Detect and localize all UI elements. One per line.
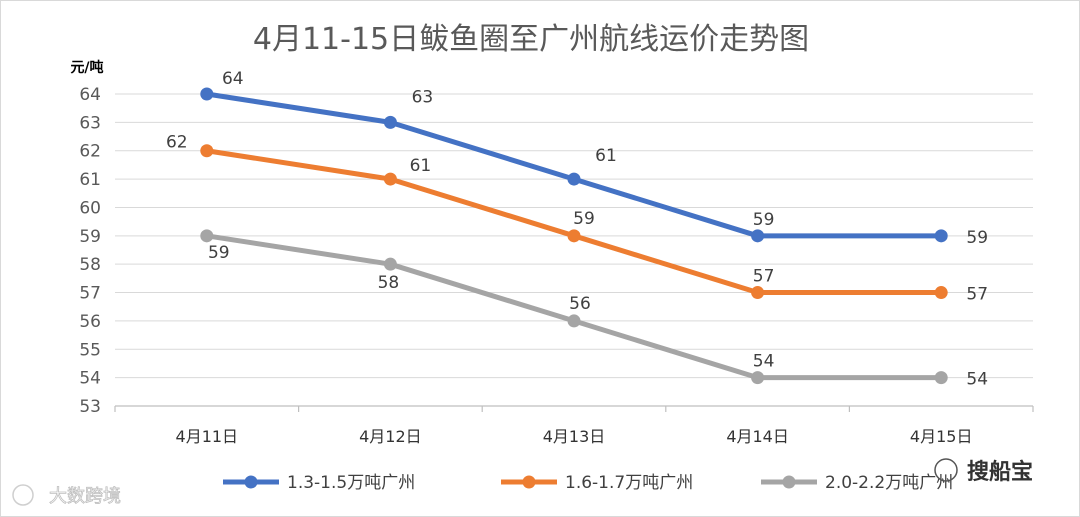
watermark-left: 大数跨境 [12, 484, 121, 507]
data-point [567, 314, 581, 328]
data-point [934, 286, 948, 300]
data-label: 61 [595, 146, 617, 166]
data-label: 59 [966, 228, 988, 248]
y-tick-label: 56 [79, 312, 101, 332]
legend-marker [244, 475, 258, 489]
y-tick-label: 59 [79, 227, 101, 247]
data-label: 58 [378, 273, 400, 293]
data-point [383, 115, 397, 129]
x-tick-label: 4月13日 [543, 427, 606, 446]
data-labels: 64 63 61 59 59 62 61 59 57 57 59 58 56 54 54 [166, 69, 988, 390]
data-label: 57 [753, 267, 775, 287]
y-tick-label: 60 [79, 198, 101, 218]
gridlines [115, 93, 1033, 407]
x-tick-label: 4月11日 [176, 427, 239, 446]
data-point [751, 371, 765, 385]
y-tick-label: 64 [79, 85, 101, 105]
data-label: 63 [412, 87, 434, 107]
data-point [200, 229, 214, 243]
data-point [934, 229, 948, 243]
x-tick-label: 4月15日 [910, 427, 973, 446]
data-point [567, 229, 581, 243]
legend-label: 1.3-1.5万吨广州 [287, 473, 415, 493]
data-point [751, 286, 765, 300]
data-label: 56 [569, 294, 591, 314]
y-tick-label: 58 [79, 255, 101, 275]
data-point [383, 172, 397, 186]
data-point [383, 257, 397, 271]
brand-right: 搜船宝 [934, 458, 1033, 485]
data-label: 54 [966, 370, 988, 390]
axes: 53 54 55 56 57 58 59 60 61 62 63 64 4月11日 4月12日 4月13日 4… [79, 85, 1034, 446]
legend-label: 1.6-1.7万吨广州 [565, 473, 693, 493]
data-label: 62 [166, 133, 188, 153]
y-tick-label: 63 [79, 113, 101, 133]
y-axis-unit: 元/吨 [70, 59, 103, 76]
y-tick-label: 57 [79, 284, 101, 304]
data-point [751, 229, 765, 243]
chart-title: 4月11-15日鲅鱼圈至广州航线运价走势图 [253, 22, 809, 57]
y-tick-label: 55 [79, 340, 101, 360]
data-point [567, 172, 581, 186]
y-tick-label: 53 [79, 397, 101, 417]
data-label: 54 [753, 352, 775, 372]
data-point [934, 371, 948, 385]
legend-marker [782, 475, 796, 489]
y-tick-label: 61 [79, 170, 101, 190]
data-label: 59 [753, 210, 775, 230]
legend-label: 2.0-2.2万吨广州 [825, 473, 953, 493]
data-label: 57 [966, 285, 988, 305]
data-point [200, 87, 214, 101]
y-tick-label: 54 [79, 369, 101, 389]
data-label: 61 [410, 156, 432, 176]
legend: 1.3-1.5万吨广州 1.6-1.7万吨广州 2.0-2.2万吨广州 [223, 473, 953, 493]
wechat-logo-icon [934, 458, 958, 482]
legend-marker [522, 475, 536, 489]
watermark-left-text: 大数跨境 [49, 486, 121, 507]
x-tick-label: 4月12日 [359, 427, 422, 446]
data-label: 59 [208, 243, 230, 263]
series-layer [200, 87, 948, 385]
data-label: 64 [222, 69, 244, 89]
brand-right-text: 搜船宝 [967, 459, 1033, 485]
weibo-logo-icon [12, 484, 34, 506]
data-label: 59 [573, 209, 595, 229]
y-tick-label: 62 [79, 142, 101, 162]
data-point [200, 144, 214, 158]
x-tick-label: 4月14日 [726, 427, 789, 446]
